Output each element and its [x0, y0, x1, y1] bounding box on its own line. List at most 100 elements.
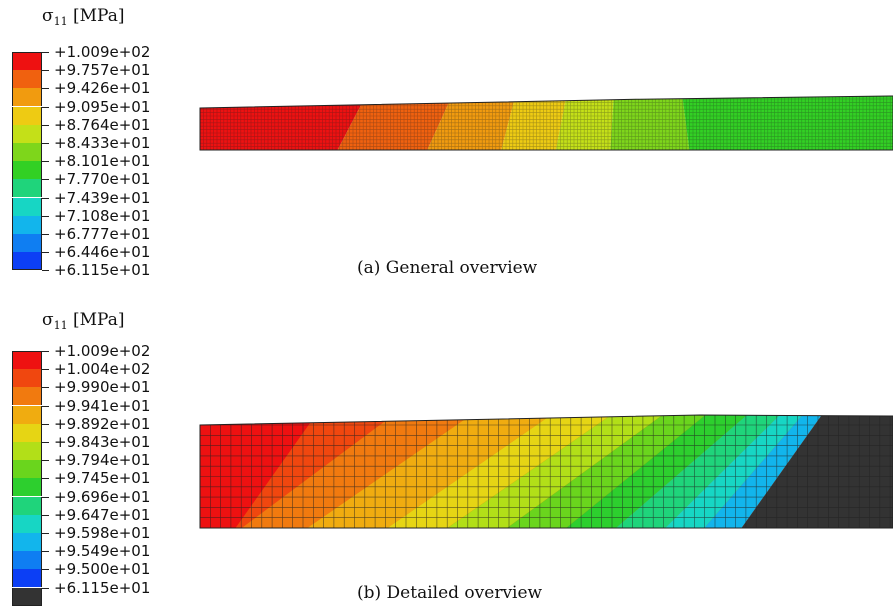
legend-swatch	[12, 161, 42, 180]
legend-tick	[42, 52, 49, 53]
legend-label: +9.794e+01	[54, 451, 151, 470]
legend-label: +9.598e+01	[54, 524, 151, 542]
legend-label: +7.770e+01	[54, 170, 151, 189]
legend-tick	[42, 405, 49, 407]
legend-label: +9.990e+01	[54, 378, 151, 397]
legend-swatch	[12, 215, 42, 234]
legend-label: +6.777e+01	[54, 225, 151, 243]
legend-swatch	[12, 70, 42, 89]
legend-label: +8.764e+01	[54, 115, 151, 134]
legend-swatch	[12, 369, 42, 388]
legend-swatch	[12, 124, 42, 143]
legend-tick	[42, 387, 49, 389]
legend-label: +9.426e+01	[54, 79, 151, 98]
legend-label: +6.446e+01	[54, 243, 151, 262]
stress-band	[232, 415, 420, 528]
legend-tick	[42, 551, 49, 553]
legend-tick	[42, 351, 49, 352]
legend-swatch	[12, 423, 42, 442]
stress-band	[235, 415, 500, 528]
legend-tick	[42, 514, 49, 516]
stress-band	[200, 415, 330, 528]
stress-band	[300, 415, 580, 528]
legend-swatch	[12, 52, 42, 70]
beam-outline	[199, 414, 893, 529]
mesh-grid	[200, 96, 893, 150]
legend-swatch	[12, 143, 42, 161]
legend-tick	[42, 88, 49, 90]
stress-band	[440, 415, 690, 528]
beam-outline	[199, 95, 893, 151]
legend-label: +8.433e+01	[54, 134, 151, 152]
legend-label: +9.745e+01	[54, 469, 151, 488]
legend-label: +9.696e+01	[54, 487, 151, 506]
legend-tick	[42, 143, 49, 144]
contour-plot	[199, 414, 893, 529]
legend-label: +9.549e+01	[54, 542, 151, 561]
legend-swatch	[12, 478, 42, 497]
stress-band	[560, 415, 770, 528]
legend-tick	[42, 460, 49, 462]
legend-swatch	[12, 442, 42, 460]
legend-title: σ11 [MPa]	[42, 6, 125, 28]
legend-swatch	[12, 106, 42, 125]
legend-tick	[42, 587, 49, 589]
legend-label: +9.757e+01	[54, 61, 151, 80]
stress-band	[500, 415, 730, 528]
legend-label: +7.439e+01	[54, 188, 151, 207]
stress-band	[660, 415, 820, 528]
legend-label: +9.843e+01	[54, 433, 151, 451]
legend-swatch	[12, 351, 42, 369]
legend-label: +6.115e+01	[54, 261, 151, 280]
legend-label: +1.004e+02	[54, 360, 151, 379]
legend-tick	[42, 569, 49, 571]
legend-label: +9.095e+01	[54, 97, 151, 116]
legend-tick	[42, 70, 49, 72]
legend-tick	[42, 270, 49, 272]
legend-label: +9.941e+01	[54, 396, 151, 415]
legend-swatch	[12, 460, 42, 479]
stress-band	[380, 415, 640, 528]
legend-tick	[42, 496, 49, 498]
panel-general-overview: σ11 [MPa] +1.009e+02 +9.757e+01 +9.426e+01…	[0, 0, 893, 300]
legend-swatch	[12, 569, 42, 588]
legend-swatch	[12, 587, 42, 606]
legend-tick	[42, 478, 49, 480]
legend-tick	[42, 161, 49, 163]
legend-label: +1.009e+02	[54, 342, 151, 360]
legend-swatch	[12, 387, 42, 406]
legend-swatch	[12, 496, 42, 515]
panel-detailed-overview: σ11 [MPa] +1.009e+02 +1.004e+02 +9.990e+01…	[0, 304, 893, 608]
legend-tick	[42, 423, 49, 425]
legend-swatch	[12, 533, 42, 551]
legend-tick	[42, 369, 49, 371]
contour-plot	[199, 95, 893, 151]
stress-band	[700, 415, 836, 528]
legend-tick	[42, 124, 49, 126]
legend-tick	[42, 442, 49, 443]
legend-swatch	[12, 88, 42, 107]
legend-label: +1.009e+02	[54, 43, 151, 61]
legend-tick	[42, 179, 49, 181]
legend-swatch	[12, 179, 42, 198]
legend-swatch	[12, 551, 42, 570]
legend-label: +7.108e+01	[54, 206, 151, 225]
legend-title: σ11 [MPa]	[42, 310, 125, 332]
legend-swatch	[12, 197, 42, 216]
legend-swatch	[12, 234, 42, 252]
legend-label: +9.892e+01	[54, 414, 151, 433]
stress-bands	[200, 415, 893, 528]
legend-tick	[42, 234, 49, 235]
legend-label: +8.101e+01	[54, 152, 151, 171]
legend-swatch	[12, 405, 42, 424]
mesh-grid	[200, 415, 893, 528]
legend-tick	[42, 197, 49, 199]
legend-swatch	[12, 514, 42, 533]
legend-label: +9.647e+01	[54, 505, 151, 524]
legend-label: +6.115e+01	[54, 578, 151, 597]
legend-tick	[42, 533, 49, 534]
legend-tick	[42, 252, 49, 254]
caption: (a) General overview	[357, 258, 538, 278]
stress-bands	[200, 96, 893, 150]
legend-tick	[42, 215, 49, 217]
